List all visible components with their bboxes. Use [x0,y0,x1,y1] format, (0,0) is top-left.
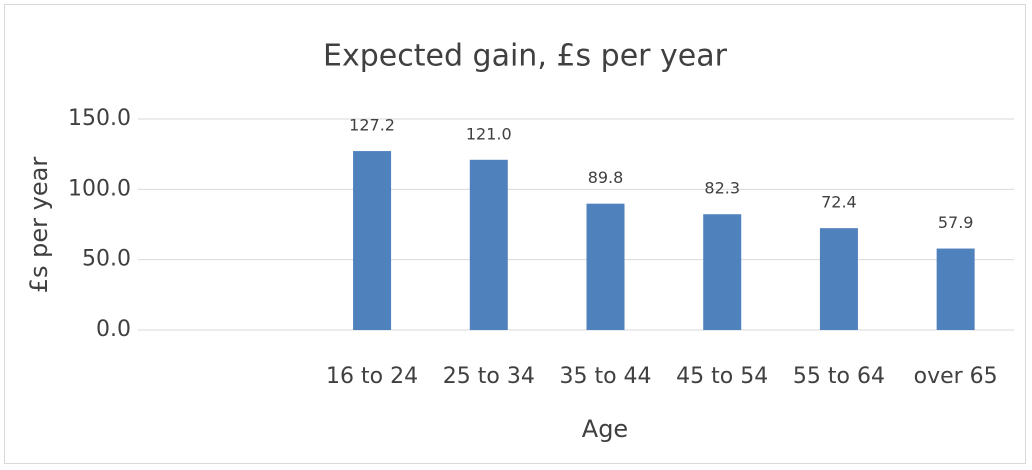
x-tick-label: 55 to 64 [793,364,885,389]
y-tick-label: 0.0 [96,317,131,342]
bar [469,159,508,330]
data-label: 72.4 [821,193,857,212]
x-tick-label: 45 to 54 [676,364,768,389]
data-label: 127.2 [349,116,395,135]
bar [586,203,625,330]
x-tick-label: 35 to 44 [559,364,651,389]
chart-title: Expected gain, £s per year [323,39,728,74]
y-axis-label: £s per year [25,157,53,294]
x-axis-label: Age [582,415,628,443]
bar [936,248,975,330]
y-tick-label: 50.0 [82,247,131,272]
x-tick-label: 25 to 34 [443,364,535,389]
data-label: 89.8 [588,168,624,187]
bar [819,228,858,330]
x-tick-label: 16 to 24 [326,364,418,389]
data-label: 121.0 [466,124,512,143]
x-tick-label: over 65 [914,364,998,389]
data-label: 57.9 [938,213,974,232]
bar [353,151,392,330]
y-tick-label: 150.0 [68,106,131,131]
bar [703,214,742,330]
y-tick-label: 100.0 [68,176,131,201]
data-label: 82.3 [704,179,740,198]
